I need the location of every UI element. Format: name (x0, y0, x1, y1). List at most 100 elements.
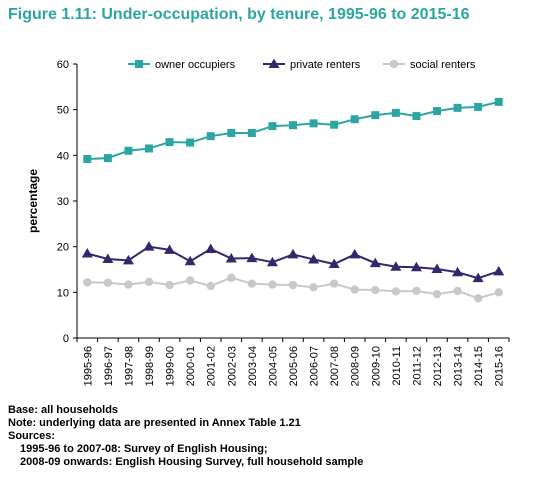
data-point (206, 281, 215, 291)
data-point (165, 138, 174, 147)
data-point (472, 272, 484, 283)
data-point (330, 120, 339, 129)
x-tick-label: 1996-97 (103, 346, 115, 386)
x-tick-label: 2002-03 (226, 346, 238, 386)
data-point (83, 278, 92, 287)
data-point (474, 102, 483, 111)
legend-marker (389, 59, 399, 69)
data-point (83, 154, 92, 163)
data-point (247, 279, 257, 288)
x-tick-label: 2004-05 (267, 346, 279, 386)
series-owner-occupiers (83, 97, 503, 163)
legend-label: private renters (290, 59, 361, 71)
series-social-renters (83, 273, 503, 303)
y-axis-label: percentage (26, 169, 40, 233)
data-point (289, 121, 297, 130)
data-point (247, 128, 256, 137)
data-point (309, 283, 318, 292)
data-point (371, 285, 380, 295)
data-point (410, 261, 422, 272)
data-point (246, 252, 258, 263)
data-point (184, 255, 196, 266)
sources-label: Sources: (8, 430, 56, 442)
data-point (390, 261, 402, 271)
data-point (433, 107, 441, 116)
source-line-2: 2008-09 onwards: English Housing Survey,… (20, 456, 364, 468)
data-point (473, 294, 483, 303)
legend-label: social renters (410, 59, 476, 71)
data-point (103, 154, 112, 163)
underlying-data-note: Note: underlying data are presented in A… (8, 417, 301, 429)
x-tick-label: 2011-12 (411, 346, 423, 386)
chart-legend: owner occupiers private renters social ren… (128, 58, 476, 71)
data-point (186, 138, 195, 147)
legend-marker (135, 60, 143, 68)
data-point (143, 241, 155, 251)
x-tick-label: 2003-04 (247, 346, 259, 386)
data-point (328, 258, 340, 269)
data-point (494, 288, 503, 297)
data-point (227, 128, 236, 137)
x-tick-label: 1998-99 (144, 346, 156, 386)
y-tick-label: 10 (57, 287, 69, 299)
x-tick-label: 2013-14 (453, 346, 465, 386)
data-point (308, 253, 320, 264)
data-point (124, 280, 133, 289)
data-point (453, 103, 462, 112)
data-point (164, 244, 176, 254)
data-point (145, 144, 153, 153)
legend-label: owner occupiers (155, 59, 236, 71)
x-tick-label: 1997-98 (123, 346, 135, 386)
data-point (268, 280, 277, 289)
data-point (349, 248, 361, 259)
y-tick-label: 0 (63, 333, 69, 345)
series-private-renters (81, 241, 505, 283)
data-point (206, 132, 215, 141)
source-line-1: 1995-96 to 2007-08: Survey of English Ho… (20, 443, 268, 455)
data-point (431, 263, 443, 274)
data-point (266, 256, 278, 267)
data-point (288, 280, 298, 290)
x-tick-label: 2015-16 (494, 346, 506, 386)
chart-axes: 0 10 20 30 40 50 60 1995-96 1996-97 1997-98 1998-9… (26, 59, 510, 386)
data-point (227, 273, 236, 282)
y-tick-label: 40 (57, 150, 69, 162)
data-point (122, 254, 134, 265)
data-point (369, 257, 381, 268)
data-point (102, 253, 114, 263)
data-point (205, 243, 217, 253)
data-point (329, 279, 339, 288)
x-tick-label: 2005-06 (288, 346, 300, 386)
data-point (144, 277, 154, 287)
data-point (81, 248, 93, 258)
data-point (493, 265, 505, 276)
data-point (350, 285, 359, 294)
data-point (391, 287, 401, 296)
x-tick-label: 2001-02 (206, 346, 218, 386)
data-point (452, 266, 464, 277)
x-tick-label: 2008-09 (350, 346, 362, 386)
chart-notes: Base: all households Note: underlying da… (8, 404, 363, 469)
legend-item: social renters (383, 59, 476, 71)
legend-item: owner occupiers (128, 59, 236, 71)
data-point (453, 286, 462, 296)
x-tick-label: 2010-11 (391, 346, 403, 386)
x-tick-label: 2000-01 (185, 346, 197, 386)
chart-series (81, 97, 505, 303)
data-point (165, 280, 174, 290)
x-tick-label: 1999-00 (165, 346, 177, 386)
x-tick-label: 2007-08 (329, 346, 341, 386)
legend-marker (268, 58, 280, 68)
data-point (124, 146, 133, 155)
base-note: Base: all households (8, 404, 119, 416)
y-tick-label: 20 (57, 242, 69, 254)
x-tick-label: 1995-96 (82, 346, 94, 386)
data-point (391, 108, 400, 117)
data-point (412, 286, 421, 296)
data-point (371, 111, 380, 120)
data-point (494, 97, 503, 106)
data-point (287, 248, 299, 259)
x-tick-label: 2006-07 (309, 346, 321, 386)
y-tick-label: 60 (57, 59, 69, 71)
y-tick-label: 50 (57, 105, 69, 117)
